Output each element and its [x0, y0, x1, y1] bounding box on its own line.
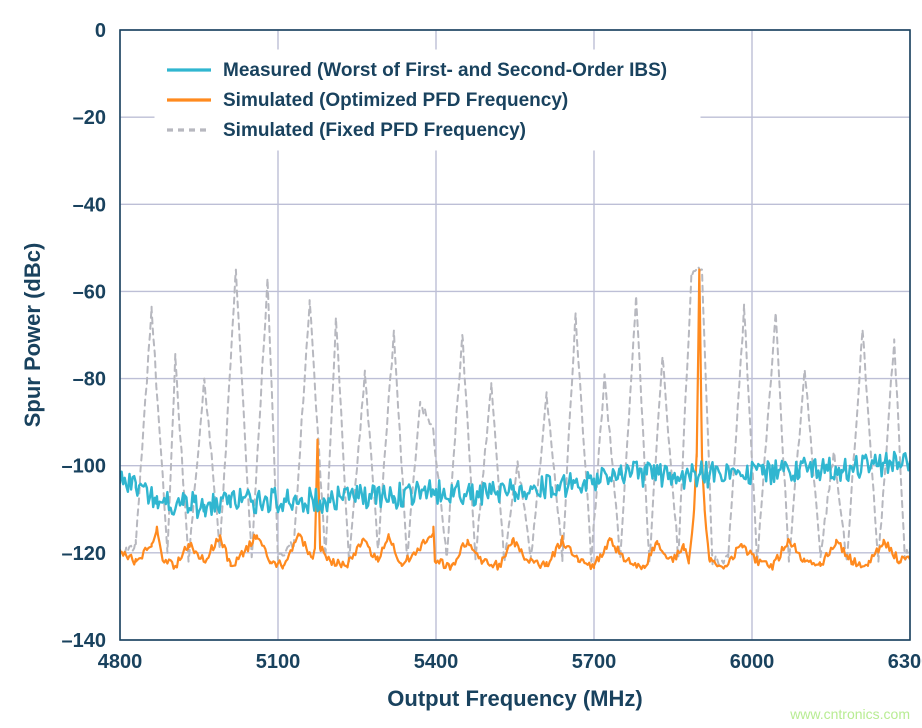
watermark-text: www.cntronics.com [790, 706, 910, 722]
ytick-label: –80 [73, 369, 106, 391]
xtick-label: 5700 [572, 651, 617, 673]
spur-power-chart: 4800 5100 5400 5700 6000 6300 –140 –120 –100 –80 –… [0, 0, 922, 728]
xtick-label: 6000 [730, 651, 775, 673]
ytick-label: –100 [62, 456, 107, 478]
chart-container: 4800 5100 5400 5700 6000 6300 –140 –120 –100 –80 –… [0, 0, 922, 728]
legend-label-measured: Measured (Worst of First- and Second-Ord… [223, 60, 667, 81]
xtick-label: 5100 [256, 651, 301, 673]
ytick-label: –40 [73, 194, 106, 216]
ytick-label: –120 [62, 543, 107, 565]
ytick-label: 0 [95, 20, 106, 42]
legend-label-simulated_fixed: Simulated (Fixed PFD Frequency) [223, 120, 526, 141]
xtick-label: 5400 [414, 651, 459, 673]
xtick-label: 6300 [888, 651, 922, 673]
x-axis-label: Output Frequency (MHz) [387, 686, 642, 711]
ytick-label: –140 [62, 630, 107, 652]
ytick-label: –20 [73, 107, 106, 129]
ytick-label: –60 [73, 281, 106, 303]
y-axis-label: Spur Power (dBc) [20, 243, 45, 428]
xtick-label: 4800 [98, 651, 143, 673]
legend-label-simulated_optimized: Simulated (Optimized PFD Frequency) [223, 90, 568, 111]
legend: Measured (Worst of First- and Second-Ord… [155, 50, 700, 150]
